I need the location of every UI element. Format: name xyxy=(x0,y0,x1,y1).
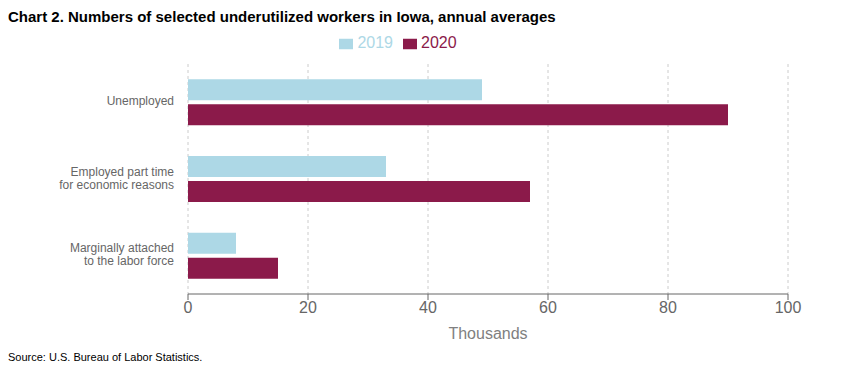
svg-text:80: 80 xyxy=(659,299,677,316)
svg-text:20: 20 xyxy=(299,299,317,316)
svg-text:60: 60 xyxy=(539,299,557,316)
svg-text:40: 40 xyxy=(419,299,437,316)
svg-text:100: 100 xyxy=(775,299,802,316)
svg-text:Marginally attachedto the labo: Marginally attachedto the labor force xyxy=(70,241,174,268)
html-text:Chart 2. Numbers of selected u: Chart 2. Numbers of selected underutiliz… xyxy=(8,8,556,25)
html-text:2020: 2020 xyxy=(421,34,457,51)
html-text:Source: U.S. Bureau of Labor S: Source: U.S. Bureau of Labor Statistics. xyxy=(8,351,203,363)
svg-text:Employed part timefor economic: Employed part timefor economic reasons xyxy=(59,165,174,192)
svg-text:Thousands: Thousands xyxy=(448,325,527,342)
html-text:2019: 2019 xyxy=(357,34,393,51)
svg-text:0: 0 xyxy=(184,299,193,316)
svg-text:Unemployed: Unemployed xyxy=(107,95,174,109)
